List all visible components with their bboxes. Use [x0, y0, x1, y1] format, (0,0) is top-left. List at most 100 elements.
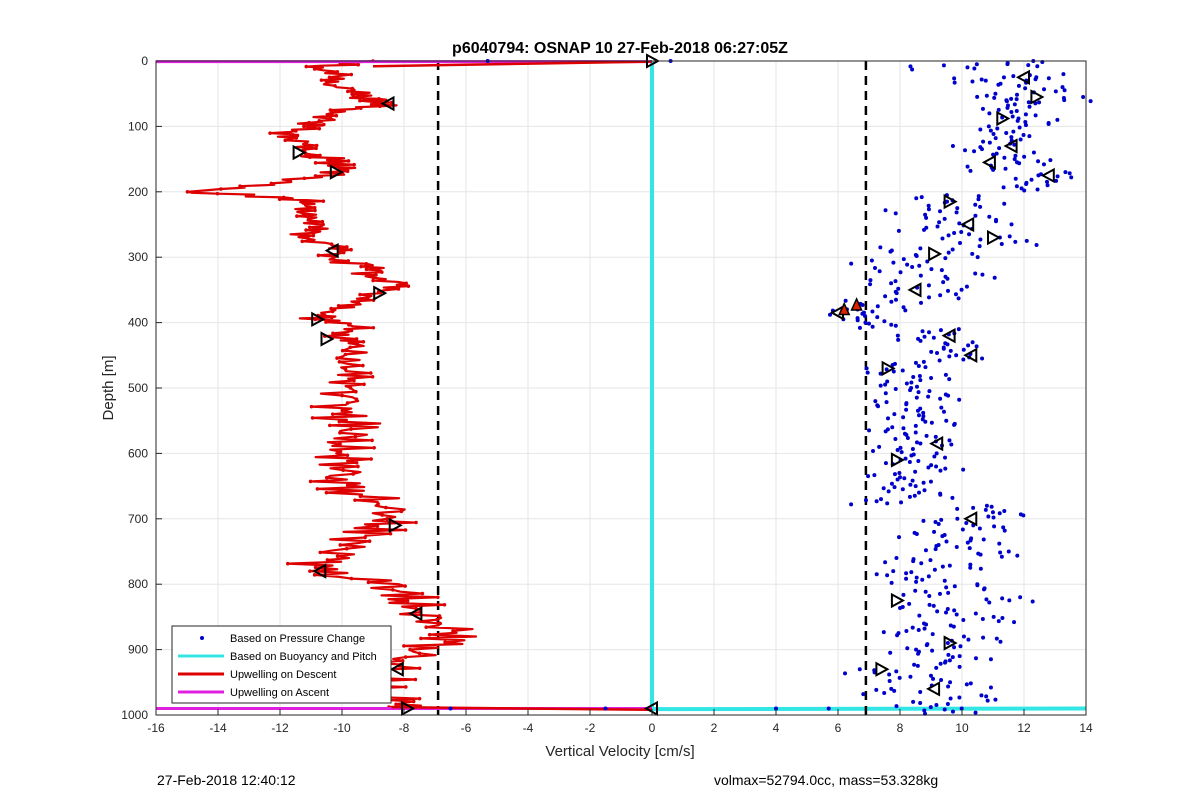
pressure-change-point — [999, 554, 1004, 559]
pressure-change-point — [1061, 72, 1066, 77]
descent-point — [371, 278, 375, 283]
pressure-change-point — [1036, 173, 1041, 178]
descent-point — [308, 569, 312, 573]
descent-point — [369, 457, 373, 461]
plot-area — [156, 53, 1093, 717]
pressure-change-point — [952, 608, 957, 613]
pressure-change-point — [923, 419, 928, 424]
pressure-change-point — [991, 152, 996, 157]
pressure-change-point — [947, 438, 952, 443]
pressure-change-point — [908, 674, 913, 679]
descent-point — [238, 184, 242, 188]
pressure-change-point — [1013, 153, 1018, 158]
pressure-change-point — [931, 603, 936, 608]
descent-point — [355, 342, 360, 347]
descent-point — [319, 78, 324, 82]
triangle-marker — [890, 592, 905, 609]
pressure-change-point — [907, 494, 912, 499]
pressure-change-point — [937, 591, 942, 596]
pressure-change-point — [942, 707, 947, 712]
pressure-change-point — [898, 606, 903, 611]
descent-point — [244, 193, 249, 198]
descent-point — [354, 389, 358, 394]
pressure-change-point — [921, 518, 926, 523]
pressure-change-point — [873, 266, 878, 271]
pressure-change-point — [885, 379, 890, 384]
pressure-change-point — [1054, 178, 1059, 183]
pressure-change-point — [926, 203, 931, 208]
descent-point — [328, 116, 333, 121]
descent-point — [337, 419, 342, 424]
descent-point — [326, 157, 330, 161]
pressure-change-point — [893, 211, 898, 216]
pressure-change-point — [1003, 166, 1008, 171]
pressure-change-point — [928, 673, 933, 678]
pressure-change-point — [945, 641, 950, 646]
pressure-change-point — [913, 484, 918, 489]
pressure-change-point — [893, 297, 898, 302]
pressure-change-point — [950, 709, 955, 714]
descent-point — [277, 197, 282, 202]
descent-point — [341, 468, 346, 473]
pressure-change-point — [956, 296, 961, 301]
pressure-change-point — [954, 612, 959, 617]
triangle-marker — [1040, 167, 1055, 184]
pressure-change-point — [922, 708, 927, 713]
pressure-change-point — [945, 288, 950, 293]
pressure-change-point — [1004, 99, 1009, 104]
pressure-change-point — [1055, 117, 1060, 122]
pressure-change-point — [900, 368, 905, 373]
pressure-change-point — [1030, 599, 1035, 604]
pressure-change-point — [1002, 508, 1007, 513]
pressure-change-point — [991, 131, 996, 136]
descent-point — [304, 228, 308, 232]
pressure-change-point — [923, 365, 928, 370]
pressure-change-point — [885, 573, 890, 578]
pressure-change-point — [976, 194, 981, 199]
descent-point — [353, 498, 357, 502]
pressure-change-point — [968, 168, 973, 173]
pressure-change-point — [1014, 92, 1019, 97]
pressure-change-point — [868, 282, 873, 287]
pressure-change-point — [941, 63, 946, 68]
pressure-change-point — [878, 245, 883, 250]
pressure-change-point — [958, 240, 963, 245]
pressure-change-point — [923, 589, 928, 594]
pressure-change-point — [957, 221, 962, 226]
pressure-change-point — [978, 552, 983, 557]
pressure-change-point — [933, 434, 938, 439]
descent-point — [185, 190, 190, 194]
x-tick-label: -16 — [147, 721, 165, 735]
pressure-change-point — [895, 633, 900, 638]
pressure-change-point — [882, 319, 887, 324]
pressure-change-point — [1088, 99, 1093, 104]
triangle-marker — [963, 347, 978, 363]
pressure-change-point — [1000, 615, 1005, 620]
descent-point — [337, 360, 342, 364]
descent-point — [331, 256, 335, 260]
y-tick-label: 400 — [128, 316, 148, 330]
chart-title: p6040794: OSNAP 10 27-Feb-2018 06:27:05Z — [452, 40, 788, 57]
descent-point — [295, 214, 299, 218]
pressure-change-point — [929, 349, 934, 354]
descent-point — [380, 513, 385, 517]
pressure-change-point — [904, 629, 909, 634]
pressure-change-point — [935, 609, 940, 614]
pressure-change-point — [919, 561, 924, 566]
pressure-change-point — [964, 682, 969, 687]
descent-point — [353, 434, 358, 439]
descent-point — [324, 320, 328, 324]
pressure-change-point — [933, 519, 938, 524]
pressure-change-point — [965, 164, 970, 169]
pressure-change-point — [946, 652, 951, 657]
descent-point — [215, 191, 220, 196]
descent-point — [347, 323, 351, 327]
pressure-change-point — [890, 425, 895, 430]
descent-point — [400, 659, 405, 663]
pressure-change-point — [965, 540, 970, 545]
pressure-change-point — [913, 423, 918, 428]
pressure-change-point — [896, 286, 901, 291]
pressure-change-point — [978, 204, 983, 209]
pressure-change-point — [922, 334, 927, 339]
pressure-change-point — [931, 335, 936, 340]
